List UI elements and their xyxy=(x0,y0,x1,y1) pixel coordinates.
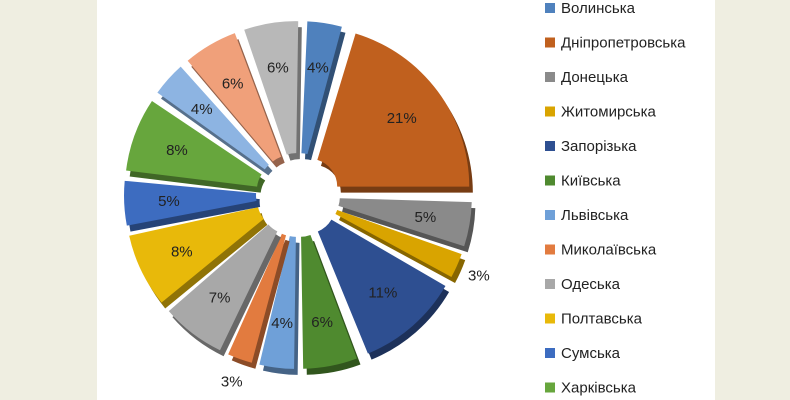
legend-label-2: Дніпропетровська xyxy=(561,35,686,52)
pie-slice-9 xyxy=(168,224,278,351)
legend-swatch-10 xyxy=(545,313,555,324)
legend-swatch-7 xyxy=(545,210,555,220)
pie-data-label-6: 6% xyxy=(311,314,333,331)
legend-swatch-11 xyxy=(545,348,555,358)
pie-slices xyxy=(124,21,476,375)
legend-label-1: Волинська xyxy=(561,0,636,17)
pie-data-label-2: 21% xyxy=(387,110,417,127)
legend-swatch-2 xyxy=(545,37,555,48)
pie-data-label-8: 3% xyxy=(221,374,243,391)
pie-data-label-1: 4% xyxy=(307,59,329,76)
pie-slice-4 xyxy=(335,210,462,277)
legend-label-5: Запорізька xyxy=(561,138,637,155)
legend-label-8: Миколаївська xyxy=(561,242,657,259)
pie-slice-14 xyxy=(187,33,282,162)
pie-slice-5 xyxy=(317,219,446,354)
pie-data-label-9: 7% xyxy=(209,290,231,307)
legend-label-10: Полтавська xyxy=(561,311,643,328)
legend: Волинська Дніпропетровська Донецька Житомир… xyxy=(545,0,686,397)
legend-swatch-9 xyxy=(545,279,555,289)
pie-slice-12 xyxy=(126,101,262,187)
legend-label-4: Житомирська xyxy=(561,104,657,121)
pie-slice-2 xyxy=(317,33,470,187)
legend-swatch-12 xyxy=(545,382,555,393)
pie-slice-13 xyxy=(157,66,269,170)
pie-slice-7 xyxy=(259,236,296,369)
pie-slice-3 xyxy=(338,198,472,247)
pie-data-labels: 4% 21% 5% 3% 11% 6% 4% 3% 7% 8% 5% 8% 4% 6% 6% xyxy=(158,59,490,390)
pie-slice-6 xyxy=(301,234,357,369)
pie-slice-1 xyxy=(301,21,342,155)
pie-data-label-15: 6% xyxy=(267,59,289,76)
legend-swatch-6 xyxy=(545,175,555,186)
legend-label-12: Харківська xyxy=(561,380,637,397)
legend-swatch-3 xyxy=(545,72,555,82)
legend-label-6: Київська xyxy=(561,173,621,190)
pie-data-label-13: 4% xyxy=(191,101,213,118)
pie-data-label-11: 5% xyxy=(158,193,180,210)
pie-data-label-14: 6% xyxy=(222,76,244,93)
legend-swatch-1 xyxy=(545,3,555,13)
pie-data-label-12: 8% xyxy=(166,142,188,159)
pie-data-label-10: 8% xyxy=(171,243,193,260)
pie-slice-11 xyxy=(124,180,257,226)
legend-label-11: Сумська xyxy=(561,345,621,362)
legend-label-7: Львівська xyxy=(561,207,629,224)
pie-data-label-5: 11% xyxy=(368,284,397,301)
pie-data-label-3: 5% xyxy=(414,209,436,226)
pie-slice-15 xyxy=(244,21,299,155)
legend-swatch-8 xyxy=(545,244,555,255)
legend-swatch-4 xyxy=(545,106,555,117)
pie-data-label-4: 3% xyxy=(468,268,490,285)
pie-data-label-7: 4% xyxy=(271,315,293,332)
legend-label-3: Донецька xyxy=(561,69,629,86)
pie-slice-8 xyxy=(228,233,287,363)
pie-slice-10 xyxy=(129,207,264,303)
legend-swatch-5 xyxy=(545,141,555,151)
legend-label-9: Одеська xyxy=(561,276,621,293)
